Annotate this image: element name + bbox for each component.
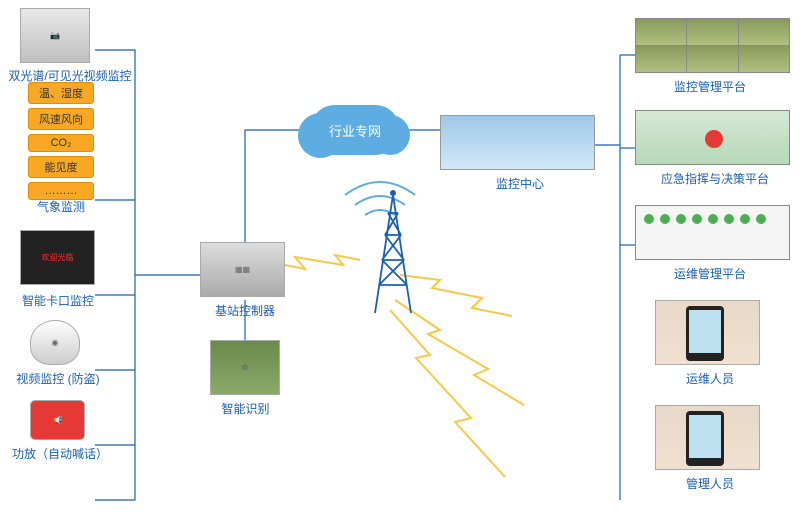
ai-board-icon: ⚙ xyxy=(210,340,280,395)
sensor-temp: 温、湿度 xyxy=(28,82,94,104)
platform-3-label: 运维管理平台 xyxy=(665,265,755,282)
monitor-center-node xyxy=(440,115,595,170)
platform-3 xyxy=(635,205,790,262)
speaker-node: 📢 xyxy=(30,400,85,440)
ops-person xyxy=(655,300,760,365)
ai-node: ⚙ xyxy=(210,340,280,395)
sensor-co2: CO₂ xyxy=(28,134,94,152)
sensor-label: 气象监测 xyxy=(28,198,94,215)
controller-icon: ▦▦ xyxy=(200,242,285,297)
command-center-icon xyxy=(440,115,595,170)
speaker-label: 功放（自动喊话） xyxy=(5,445,115,462)
sensor-vis: 能见度 xyxy=(28,156,94,178)
ops-label: 运维人员 xyxy=(680,370,740,387)
phone-hand-icon xyxy=(655,300,760,365)
platform-1-label: 监控管理平台 xyxy=(665,78,755,95)
camera-node: 📷 xyxy=(20,8,90,63)
sensor-wind: 风速风向 xyxy=(28,108,94,130)
platform-1 xyxy=(635,18,790,75)
dome-label: 视频监控 (防盗) xyxy=(8,370,108,387)
gate-label: 智能卡口监控 xyxy=(18,292,98,309)
platform-3-img xyxy=(635,205,790,260)
dome-node: ◉ xyxy=(30,320,80,365)
controller-label: 基站控制器 xyxy=(210,302,280,319)
monitor-center-label: 监控中心 xyxy=(490,175,550,192)
gate-icon: 欢迎光临 xyxy=(20,230,95,285)
cloud-node: 行业专网 xyxy=(310,105,400,155)
sensor-stack: 温、湿度 风速风向 CO₂ 能见度 ……… xyxy=(28,82,94,204)
dome-camera-icon: ◉ xyxy=(30,320,80,365)
tower-icon xyxy=(373,185,413,315)
ptz-camera-icon: 📷 xyxy=(20,8,90,63)
platform-2-label: 应急指挥与决策平台 xyxy=(640,170,790,187)
phone-hand-icon-2 xyxy=(655,405,760,470)
platform-2 xyxy=(635,110,790,167)
platform-2-img xyxy=(635,110,790,165)
platform-1-img xyxy=(635,18,790,73)
mgr-person xyxy=(655,405,760,470)
speaker-icon: 📢 xyxy=(30,400,85,440)
mgr-label: 管理人员 xyxy=(680,475,740,492)
ai-label: 智能识别 xyxy=(218,400,273,417)
cloud-label: 行业专网 xyxy=(329,121,381,140)
controller-node: ▦▦ xyxy=(200,242,285,297)
gate-node: 欢迎光临 xyxy=(20,230,95,285)
